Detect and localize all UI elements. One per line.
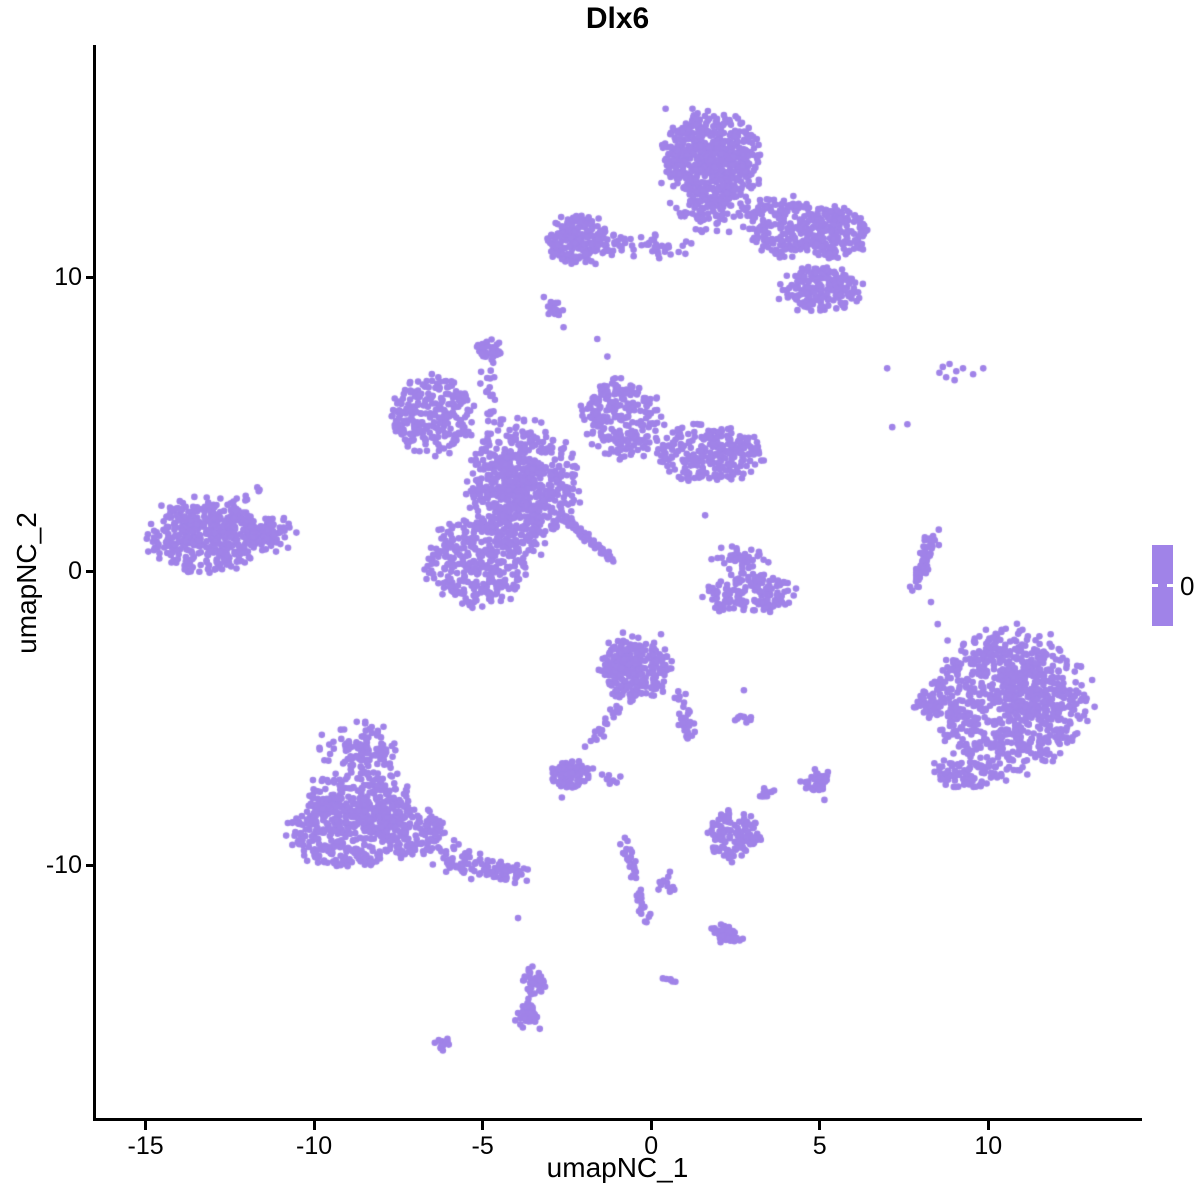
y-tick-mark: [86, 275, 95, 279]
y-tick-mark: [86, 569, 95, 573]
legend-tick-left: [1152, 584, 1158, 587]
x-tick-mark: [818, 1121, 822, 1130]
scatter-points-canvas: [95, 45, 1140, 1118]
x-tick-mark: [144, 1121, 148, 1130]
y-axis-line: [93, 45, 96, 1121]
y-tick-label: -10: [45, 851, 82, 880]
legend: 0: [1150, 543, 1200, 633]
plot-panel: [95, 45, 1140, 1118]
y-axis-title: umapNC_2: [11, 512, 42, 654]
x-axis-title: umapNC_1: [546, 1152, 689, 1183]
y-tick-label: 0: [68, 557, 82, 586]
legend-tick-right: [1167, 584, 1173, 587]
x-tick-label: 5: [812, 1132, 827, 1160]
x-tick-label: 0: [644, 1132, 659, 1160]
x-tick-mark: [312, 1121, 316, 1130]
x-tick-mark: [481, 1121, 485, 1130]
y-tick-mark: [86, 863, 95, 867]
x-tick-label: -5: [471, 1132, 494, 1160]
plot-title: Dlx6: [585, 2, 650, 35]
x-tick-label: 10: [974, 1132, 1003, 1160]
x-tick-label: -10: [296, 1132, 333, 1160]
x-axis-line: [93, 1118, 1142, 1121]
y-tick-label: 10: [54, 263, 82, 292]
x-tick-mark: [649, 1121, 653, 1130]
legend-color-bar: [1152, 545, 1173, 626]
x-tick-mark: [986, 1121, 990, 1130]
legend-value-label: 0: [1180, 571, 1195, 601]
x-tick-label: -15: [127, 1132, 164, 1160]
